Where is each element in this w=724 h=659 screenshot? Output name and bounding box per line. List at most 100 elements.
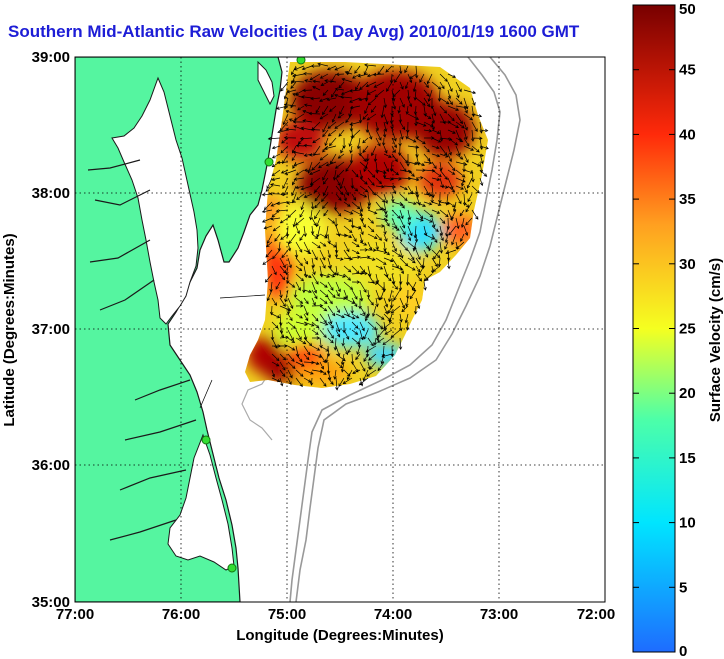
velocity-arrow bbox=[359, 305, 366, 316]
velocity-arrow bbox=[479, 128, 489, 133]
velocity-arrow bbox=[412, 81, 417, 93]
x-tick-label: 72:00 bbox=[577, 606, 615, 623]
velocity-arrow bbox=[407, 177, 420, 182]
velocity-arrow bbox=[383, 145, 388, 154]
velocity-arrow bbox=[359, 153, 367, 163]
velocity-arrow bbox=[362, 145, 369, 154]
velocity-arrow bbox=[463, 225, 469, 236]
velocity-arrow bbox=[447, 81, 453, 92]
velocity-arrow bbox=[327, 377, 334, 385]
plot-frame bbox=[74, 56, 606, 603]
velocity-arrow bbox=[383, 249, 390, 256]
velocity-arrow bbox=[343, 265, 352, 273]
velocity-arrow bbox=[463, 153, 469, 163]
velocity-arrow bbox=[439, 105, 448, 114]
velocity-arrow bbox=[407, 73, 413, 84]
velocity-arrow bbox=[293, 161, 305, 167]
velocity-arrow bbox=[463, 121, 468, 131]
velocity-arrow bbox=[375, 233, 382, 241]
velocity-arrow bbox=[455, 121, 465, 129]
velocity-arrow bbox=[295, 225, 300, 235]
velocity-arrow bbox=[407, 97, 413, 108]
velocity-arrow bbox=[351, 289, 358, 300]
velocity-arrow bbox=[312, 79, 321, 84]
velocity-arrow bbox=[431, 145, 440, 150]
velocity-arrow bbox=[271, 313, 281, 319]
velocity-arrow bbox=[295, 281, 301, 291]
velocity-arrow bbox=[415, 273, 423, 282]
velocity-arrow bbox=[265, 249, 273, 258]
velocity-arrow bbox=[399, 257, 409, 267]
velocity-arrow bbox=[266, 177, 273, 190]
velocity-arrow bbox=[311, 289, 318, 300]
velocity-arrow bbox=[291, 185, 297, 197]
velocity-arrow bbox=[415, 137, 426, 145]
velocity-arrow bbox=[294, 217, 305, 226]
velocity-arrow bbox=[348, 137, 353, 147]
velocity-arrow bbox=[380, 105, 385, 119]
velocity-arrow bbox=[311, 161, 321, 171]
velocity-arrow bbox=[297, 105, 305, 111]
velocity-arrow bbox=[446, 217, 451, 230]
velocity-arrow bbox=[399, 249, 404, 259]
velocity-arrow bbox=[439, 209, 449, 218]
velocity-arrow bbox=[359, 233, 364, 244]
velocity-arrow bbox=[219, 294, 266, 299]
velocity-arrow bbox=[349, 121, 354, 132]
velocity-arrow bbox=[351, 185, 359, 192]
velocity-arrow bbox=[463, 137, 470, 147]
velocity-arrow bbox=[351, 297, 358, 308]
velocity-arrow bbox=[311, 345, 321, 351]
velocity-arrow bbox=[447, 73, 457, 78]
velocity-arrow bbox=[479, 153, 484, 165]
velocity-arrow bbox=[362, 137, 369, 144]
velocity-arrow bbox=[334, 249, 339, 259]
velocity-arrow bbox=[423, 145, 430, 153]
velocity-arrow bbox=[300, 126, 313, 131]
velocity-arrow bbox=[367, 297, 374, 306]
velocity-arrow bbox=[335, 345, 341, 357]
velocity-arrow bbox=[383, 233, 388, 242]
colorbar-gradient bbox=[632, 4, 676, 653]
velocity-arrow bbox=[407, 233, 412, 242]
velocity-arrow bbox=[397, 145, 402, 157]
velocity-arrow bbox=[431, 225, 439, 232]
velocity-arrow bbox=[330, 89, 337, 98]
velocity-arrow bbox=[334, 87, 345, 91]
velocity-arrow bbox=[375, 161, 379, 174]
velocity-arrow bbox=[431, 257, 438, 268]
velocity-arrow bbox=[324, 137, 329, 147]
velocity-arrow bbox=[388, 313, 393, 324]
velocity-arrow bbox=[479, 161, 484, 174]
velocity-arrow bbox=[343, 369, 351, 377]
velocity-arrow bbox=[415, 209, 424, 220]
velocity-arrow bbox=[309, 209, 313, 221]
velocity-arrow bbox=[287, 257, 292, 269]
velocity-arrow bbox=[327, 249, 332, 259]
velocity-arrow bbox=[279, 257, 286, 269]
velocity-arrow bbox=[367, 201, 371, 210]
velocity-arrow bbox=[311, 321, 320, 329]
velocity-arrow bbox=[463, 129, 468, 141]
velocity-arrow bbox=[327, 265, 337, 276]
velocity-arrow bbox=[375, 184, 385, 189]
velocity-arrow bbox=[295, 353, 303, 363]
velocity-arrow bbox=[367, 169, 376, 178]
velocity-arrow bbox=[367, 97, 377, 106]
velocity-arrow bbox=[339, 95, 353, 99]
velocity-arrow bbox=[404, 65, 409, 74]
velocity-arrow bbox=[303, 289, 312, 294]
velocity-arrow bbox=[309, 169, 321, 176]
velocity-arrow bbox=[295, 304, 304, 308]
velocity-arrow bbox=[401, 305, 409, 313]
velocity-arrow bbox=[199, 379, 213, 409]
velocity-arrow bbox=[386, 81, 393, 92]
velocity-field bbox=[199, 62, 489, 409]
velocity-arrow bbox=[455, 217, 460, 230]
velocity-arrow bbox=[447, 257, 451, 270]
velocity-arrow bbox=[383, 161, 389, 173]
velocity-arrow bbox=[439, 233, 444, 242]
velocity-arrow bbox=[351, 201, 361, 210]
velocity-arrow bbox=[356, 137, 361, 150]
velocity-arrow bbox=[303, 369, 314, 375]
